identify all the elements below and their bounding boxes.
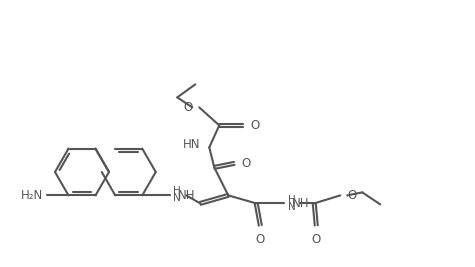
Text: O: O [256, 233, 265, 246]
Text: H: H [288, 195, 296, 205]
Text: NH: NH [178, 189, 196, 202]
Text: N: N [173, 193, 181, 203]
Text: H₂N: H₂N [21, 189, 44, 202]
Text: H: H [173, 186, 181, 197]
Text: HN: HN [183, 138, 200, 151]
Text: O: O [347, 189, 357, 202]
Text: NH: NH [292, 197, 310, 210]
Text: O: O [183, 101, 192, 114]
Text: N: N [288, 202, 296, 212]
Text: O: O [250, 119, 259, 132]
Text: O: O [312, 233, 321, 246]
Text: O: O [241, 157, 250, 170]
